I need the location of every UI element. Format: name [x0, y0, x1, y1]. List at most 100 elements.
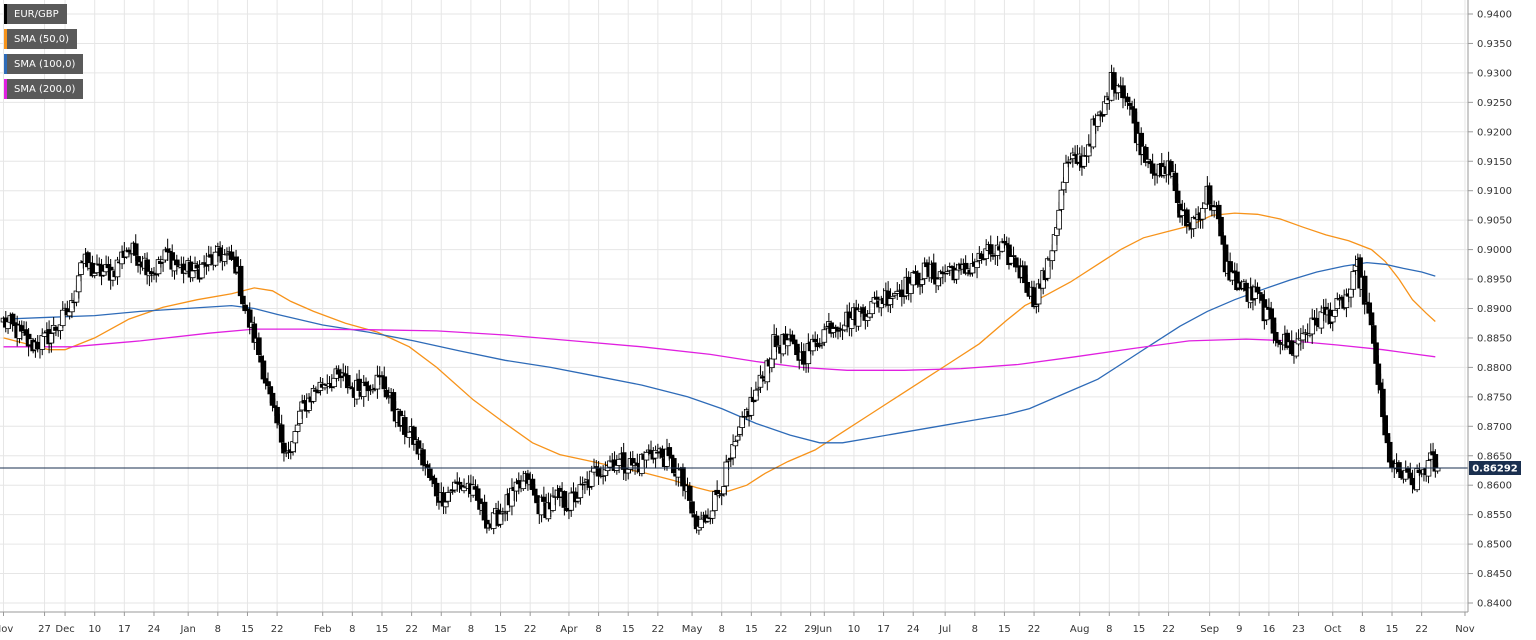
- x-tick-label: 15: [1386, 624, 1399, 635]
- candle-body: [785, 339, 791, 347]
- candle-body: [568, 492, 575, 511]
- candle-body: [529, 478, 536, 490]
- candle-body: [132, 243, 139, 256]
- candle-body: [1407, 472, 1414, 479]
- legend-item-sma-50[interactable]: SMA (50,0): [4, 29, 78, 49]
- candle: [199, 262, 205, 280]
- x-tick-label: Nov: [1455, 624, 1475, 635]
- candle-body: [655, 451, 661, 454]
- candle-body: [534, 495, 540, 504]
- candle-body: [855, 309, 862, 327]
- candle-body: [217, 247, 223, 257]
- candle-body: [914, 272, 921, 285]
- candle-body: [1149, 163, 1156, 174]
- candle-body: [269, 392, 276, 406]
- candle-body: [386, 396, 392, 399]
- x-tick-label: 8: [595, 624, 601, 635]
- candle-body: [616, 458, 622, 466]
- candle-body: [1081, 155, 1088, 167]
- y-tick-label: 0.9400: [1477, 10, 1512, 21]
- candle-body: [443, 501, 449, 508]
- x-tick-label: 16: [1263, 624, 1276, 635]
- candle-body: [1348, 288, 1354, 298]
- x-tick-label: 15: [494, 624, 507, 635]
- candle-body: [1060, 181, 1067, 191]
- candle: [1414, 464, 1420, 493]
- candle-body: [1063, 162, 1069, 183]
- candle-body: [725, 459, 732, 462]
- candle-body: [1272, 331, 1279, 341]
- candle-body: [1022, 265, 1028, 284]
- candle: [78, 260, 84, 282]
- candle-body: [1416, 469, 1423, 473]
- candle-body: [59, 309, 66, 327]
- candle-body: [41, 332, 48, 337]
- candle: [237, 259, 244, 303]
- legend-item-sma-100[interactable]: SMA (100,0): [4, 54, 84, 74]
- y-tick-label: 0.8400: [1477, 599, 1512, 610]
- candle-body: [420, 449, 426, 466]
- y-tick-label: 0.8550: [1477, 510, 1512, 521]
- candle: [689, 499, 695, 517]
- candle-body: [313, 389, 319, 392]
- candle-body: [1234, 271, 1240, 290]
- x-tick-label: May: [682, 624, 703, 635]
- candle-body: [1058, 189, 1065, 210]
- legend-item-eurgbp[interactable]: EUR/GBP: [4, 4, 67, 24]
- candle-body: [433, 482, 440, 497]
- candle-body: [709, 510, 716, 519]
- candle-body: [456, 481, 463, 485]
- candle-body: [593, 466, 600, 468]
- candle-body: [671, 458, 677, 474]
- candle-body: [1375, 363, 1382, 385]
- x-tick-label: 15: [998, 624, 1011, 635]
- candle-body: [718, 494, 725, 496]
- candle-body: [126, 249, 132, 253]
- candle-body: [1218, 216, 1224, 237]
- candle: [671, 456, 677, 476]
- candle-body: [723, 461, 730, 487]
- candle-body: [490, 512, 497, 529]
- candle-body: [114, 259, 121, 278]
- x-tick-label: Jan: [179, 624, 195, 635]
- candle-body: [1361, 275, 1368, 305]
- candle-body: [1382, 415, 1388, 436]
- candle-body: [256, 337, 262, 356]
- candle-body: [1211, 206, 1217, 211]
- candle-body: [274, 406, 280, 424]
- candle-body: [1332, 309, 1338, 317]
- candle-body: [48, 333, 55, 344]
- candle-body: [1373, 342, 1379, 364]
- candle-body: [1220, 235, 1227, 245]
- x-tick-label: 8: [719, 624, 725, 635]
- candle-body: [730, 444, 736, 459]
- candle-body: [1131, 108, 1138, 124]
- y-tick-label: 0.8900: [1477, 304, 1512, 315]
- x-tick-label: 22: [1415, 624, 1428, 635]
- candlesticks: [0, 64, 1441, 535]
- candle-body: [737, 426, 743, 435]
- candle-body: [390, 392, 397, 412]
- candle-body: [680, 467, 686, 487]
- y-tick-label: 0.8450: [1477, 569, 1512, 580]
- candle-body: [1051, 234, 1058, 252]
- y-tick-label: 0.9350: [1477, 39, 1512, 50]
- candle-body: [344, 375, 351, 389]
- candle-body: [987, 244, 994, 255]
- candle-body: [734, 435, 741, 441]
- candle-body: [381, 376, 388, 390]
- legend-item-sma-200[interactable]: SMA (200,0): [4, 79, 84, 99]
- candle: [155, 256, 162, 277]
- candle-body: [1405, 468, 1411, 473]
- candle-body: [867, 313, 873, 318]
- y-tick-label: 0.9200: [1477, 127, 1512, 138]
- y-tick-label: 0.8950: [1477, 275, 1512, 286]
- x-tick-label: 24: [907, 624, 920, 635]
- x-tick-label: Apr: [560, 624, 578, 635]
- y-axis: 0.9400 0.9350 0.9300 0.9250 0.9200 0.9150 0.91…: [1467, 0, 1512, 612]
- candle-body: [620, 452, 627, 470]
- x-tick-label: 8: [972, 624, 978, 635]
- candle-body: [919, 279, 926, 285]
- candle-body: [930, 262, 937, 280]
